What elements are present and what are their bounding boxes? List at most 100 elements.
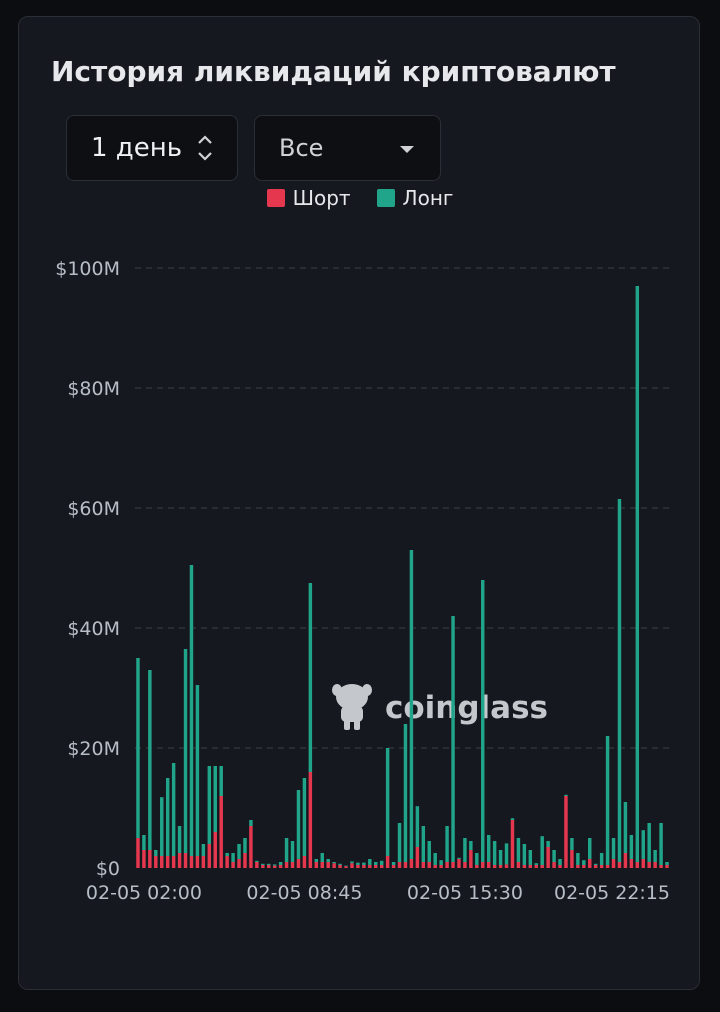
bar-short[interactable] <box>558 865 562 868</box>
bar-short[interactable] <box>516 862 521 868</box>
bar-short[interactable] <box>308 772 313 868</box>
bar-long[interactable] <box>588 838 592 859</box>
bar-short[interactable] <box>641 859 645 868</box>
bar-long[interactable] <box>207 766 212 844</box>
bar-short[interactable] <box>647 862 651 868</box>
bar-long[interactable] <box>249 820 253 826</box>
bar-short[interactable] <box>249 826 253 868</box>
bar-short[interactable] <box>588 859 592 868</box>
bar-long[interactable] <box>261 863 265 865</box>
bar-short[interactable] <box>528 865 533 868</box>
bar-short[interactable] <box>421 862 426 868</box>
bar-short[interactable] <box>397 862 402 868</box>
bar-short[interactable] <box>261 865 265 868</box>
bar-short[interactable] <box>136 838 140 868</box>
bar-long[interactable] <box>599 853 604 865</box>
bar-short[interactable] <box>326 862 330 868</box>
period-select[interactable]: 1 день <box>66 115 238 181</box>
bar-long[interactable] <box>379 860 384 865</box>
bar-short[interactable] <box>195 856 200 868</box>
bar-long[interactable] <box>510 818 515 820</box>
bar-long[interactable] <box>278 862 283 865</box>
bar-long[interactable] <box>439 860 443 865</box>
bar-long[interactable] <box>290 841 295 862</box>
bar-short[interactable] <box>629 859 634 868</box>
bar-short[interactable] <box>635 862 640 868</box>
bar-short[interactable] <box>379 865 384 868</box>
bar-short[interactable] <box>409 859 414 868</box>
bar-short[interactable] <box>481 862 485 868</box>
bar-short[interactable] <box>469 850 473 868</box>
bar-short[interactable] <box>320 862 324 868</box>
bar-long[interactable] <box>314 859 319 862</box>
legend-item-long[interactable]: Лонг <box>376 186 453 210</box>
bar-long[interactable] <box>255 860 259 862</box>
bar-short[interactable] <box>201 856 206 868</box>
bar-short[interactable] <box>415 847 420 868</box>
bar-short[interactable] <box>475 865 479 868</box>
bar-long[interactable] <box>415 806 420 847</box>
bar-short[interactable] <box>231 862 235 868</box>
bar-short[interactable] <box>433 865 437 868</box>
legend-item-short[interactable]: Шорт <box>266 186 351 210</box>
bar-long[interactable] <box>421 826 426 862</box>
bar-long[interactable] <box>570 838 574 850</box>
bar-long[interactable] <box>142 835 146 850</box>
bar-short[interactable] <box>148 850 152 868</box>
bar-long[interactable] <box>154 850 158 856</box>
bar-short[interactable] <box>570 850 574 868</box>
bar-long[interactable] <box>148 670 152 850</box>
bar-short[interactable] <box>344 866 348 868</box>
bar-short[interactable] <box>302 856 307 868</box>
bar-long[interactable] <box>486 835 491 862</box>
bar-long[interactable] <box>534 863 538 865</box>
bar-long[interactable] <box>504 843 509 865</box>
bar-long[interactable] <box>177 826 182 853</box>
bar-short[interactable] <box>350 863 354 868</box>
bar-short[interactable] <box>284 862 289 868</box>
bar-long[interactable] <box>183 649 188 853</box>
bar-short[interactable] <box>219 796 223 868</box>
bar-long[interactable] <box>219 766 223 796</box>
bar-long[interactable] <box>635 286 640 862</box>
bar-long[interactable] <box>165 778 170 856</box>
bar-short[interactable] <box>177 853 182 868</box>
bar-long[interactable] <box>522 844 527 865</box>
bar-long[interactable] <box>492 841 497 865</box>
bar-short[interactable] <box>165 856 170 868</box>
bar-short[interactable] <box>522 865 527 868</box>
bar-long[interactable] <box>136 658 140 838</box>
bar-short[interactable] <box>278 865 283 868</box>
bar-long[interactable] <box>641 830 645 859</box>
bar-short[interactable] <box>338 865 342 868</box>
bar-long[interactable] <box>611 838 616 859</box>
bar-short[interactable] <box>183 853 188 868</box>
bar-short[interactable] <box>451 862 455 868</box>
bar-short[interactable] <box>171 856 176 868</box>
bar-short[interactable] <box>160 856 164 868</box>
bar-long[interactable] <box>647 823 651 862</box>
bar-long[interactable] <box>302 778 307 856</box>
bar-long[interactable] <box>332 862 336 864</box>
bar-long[interactable] <box>498 850 503 865</box>
bar-short[interactable] <box>665 865 669 868</box>
bar-long[interactable] <box>564 794 568 796</box>
bar-short[interactable] <box>296 859 301 868</box>
bar-long[interactable] <box>391 862 396 865</box>
bar-short[interactable] <box>463 862 467 868</box>
bar-long[interactable] <box>368 859 372 865</box>
bar-long[interactable] <box>629 835 634 859</box>
bar-long[interactable] <box>457 857 461 859</box>
bar-long[interactable] <box>617 499 622 862</box>
bar-long[interactable] <box>308 583 313 772</box>
bar-short[interactable] <box>213 832 217 868</box>
bar-long[interactable] <box>528 850 533 865</box>
bar-short[interactable] <box>504 864 509 868</box>
bar-long[interactable] <box>213 766 217 832</box>
bar-long[interactable] <box>475 853 479 865</box>
bar-short[interactable] <box>368 865 372 868</box>
bar-long[interactable] <box>243 838 247 853</box>
bar-short[interactable] <box>255 862 259 868</box>
bar-short[interactable] <box>623 853 628 868</box>
bar-long[interactable] <box>516 838 521 862</box>
